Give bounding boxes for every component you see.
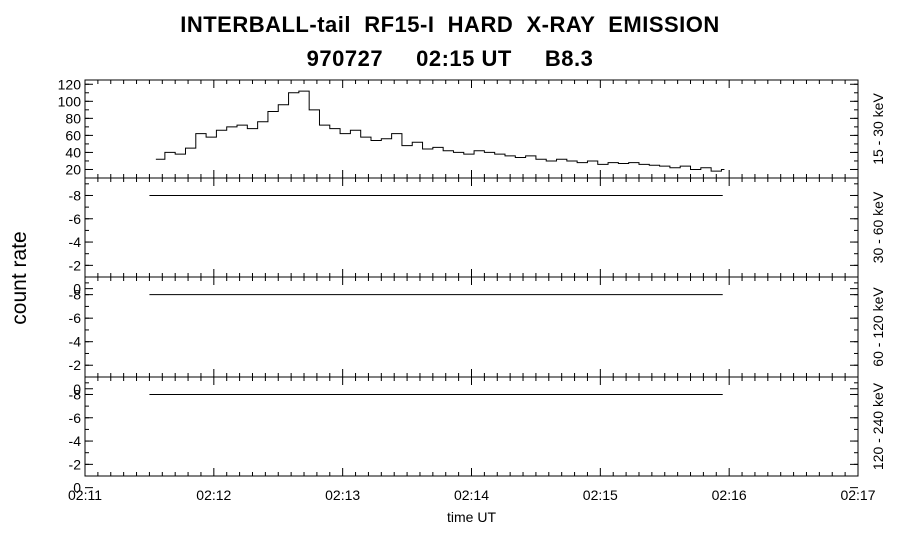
panel-frame [84, 79, 859, 179]
x-tick-label: 02:15 [583, 487, 618, 503]
chart-subtitle: 970727 02:15 UT B8.3 [306, 46, 594, 71]
x-tick-label: 02:12 [196, 487, 231, 503]
panel-frame [84, 276, 859, 378]
y-tick-label: -4 [69, 234, 82, 250]
y-tick-label: 100 [58, 93, 82, 109]
series-line [155, 90, 725, 172]
x-tick-label: 02:17 [840, 487, 875, 503]
y-tick-label: 40 [65, 144, 81, 160]
y-tick-label: 80 [65, 110, 81, 126]
y-tick-label: -2 [69, 357, 82, 373]
y-tick-label: 0 [73, 281, 81, 297]
y-tick-label: 20 [65, 161, 81, 177]
y-tick-label: 60 [65, 127, 81, 143]
y-tick-label: 120 [58, 76, 82, 92]
panel-frame [84, 177, 859, 278]
y-tick-label: 0 [73, 381, 81, 397]
y-tick-label: -8 [69, 187, 82, 203]
y-tick-label: -2 [69, 456, 82, 472]
y-tick-label: 0 [73, 480, 81, 496]
series-label: 30 - 60 keV [870, 191, 886, 263]
y-tick-label: -8 [69, 287, 82, 303]
y-tick-label: -6 [69, 410, 82, 426]
series-label: 60 - 120 keV [870, 287, 886, 367]
y-tick-label: -6 [69, 211, 82, 227]
x-axis-label: time UT [447, 509, 496, 525]
y-tick-label: -6 [69, 310, 82, 326]
y-tick-label: -2 [69, 257, 82, 273]
y-tick-label: -4 [69, 433, 82, 449]
x-tick-label: 02:14 [454, 487, 489, 503]
series-label: 15 - 30 keV [870, 93, 886, 165]
series-label: 120 - 240 keV [870, 382, 886, 470]
y-tick-label: -8 [69, 386, 82, 402]
panel-frame [84, 376, 859, 477]
x-tick-label: 02:13 [325, 487, 360, 503]
x-tick-label: 02:11 [68, 487, 102, 503]
chart-title: INTERBALL-tail RF15-I HARD X-RAY EMISSIO… [180, 12, 720, 37]
x-tick-label: 02:16 [712, 487, 747, 503]
y-tick-label: -4 [69, 334, 82, 350]
